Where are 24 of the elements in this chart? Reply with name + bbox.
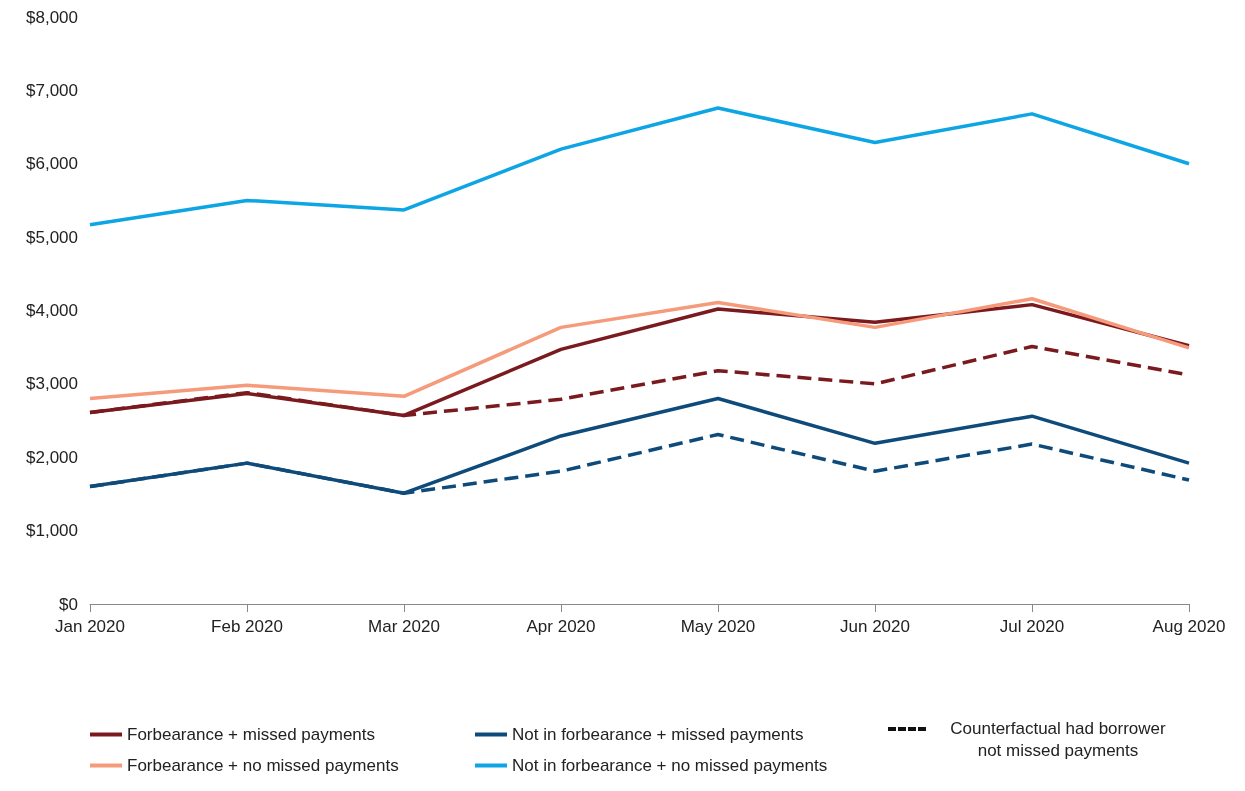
x-tick-label: Aug 2020 bbox=[1152, 617, 1226, 636]
x-tick-label: Jan 2020 bbox=[55, 617, 125, 636]
y-tick-label: $7,000 bbox=[26, 80, 78, 100]
line-series bbox=[88, 106, 1191, 227]
x-tick-label: Feb 2020 bbox=[211, 617, 283, 636]
legend-label: Forbearance + missed payments bbox=[127, 725, 376, 744]
x-tick-label: Jul 2020 bbox=[999, 617, 1065, 636]
y-tick-label: $1,000 bbox=[26, 521, 78, 541]
x-tick-label: May 2020 bbox=[680, 617, 756, 636]
y-tick-label: $4,000 bbox=[26, 301, 78, 320]
text: Counterfactual had borrower not missed payments bbox=[949, 718, 1167, 762]
y-tick-label: $0 bbox=[59, 594, 78, 614]
y-tick-label: $6,000 bbox=[26, 154, 78, 174]
x-tick-label: Apr 2020 bbox=[526, 617, 596, 636]
x-tick-label: Mar 2020 bbox=[368, 617, 440, 636]
legend-label: Forbearance + no missed payments bbox=[127, 756, 399, 775]
y-tick-label: $3,000 bbox=[26, 374, 78, 394]
x-tick-label: Jun 2020 bbox=[840, 617, 910, 636]
legend-label: Not in forbearance + no missed payments bbox=[512, 756, 828, 775]
y-tick-label: $5,000 bbox=[26, 227, 78, 247]
line-series bbox=[88, 297, 1191, 401]
legend-label: Not in forbearance + missed payments bbox=[512, 725, 804, 744]
y-tick-label: $2,000 bbox=[26, 447, 78, 467]
y-tick-label: $8,000 bbox=[26, 7, 78, 27]
